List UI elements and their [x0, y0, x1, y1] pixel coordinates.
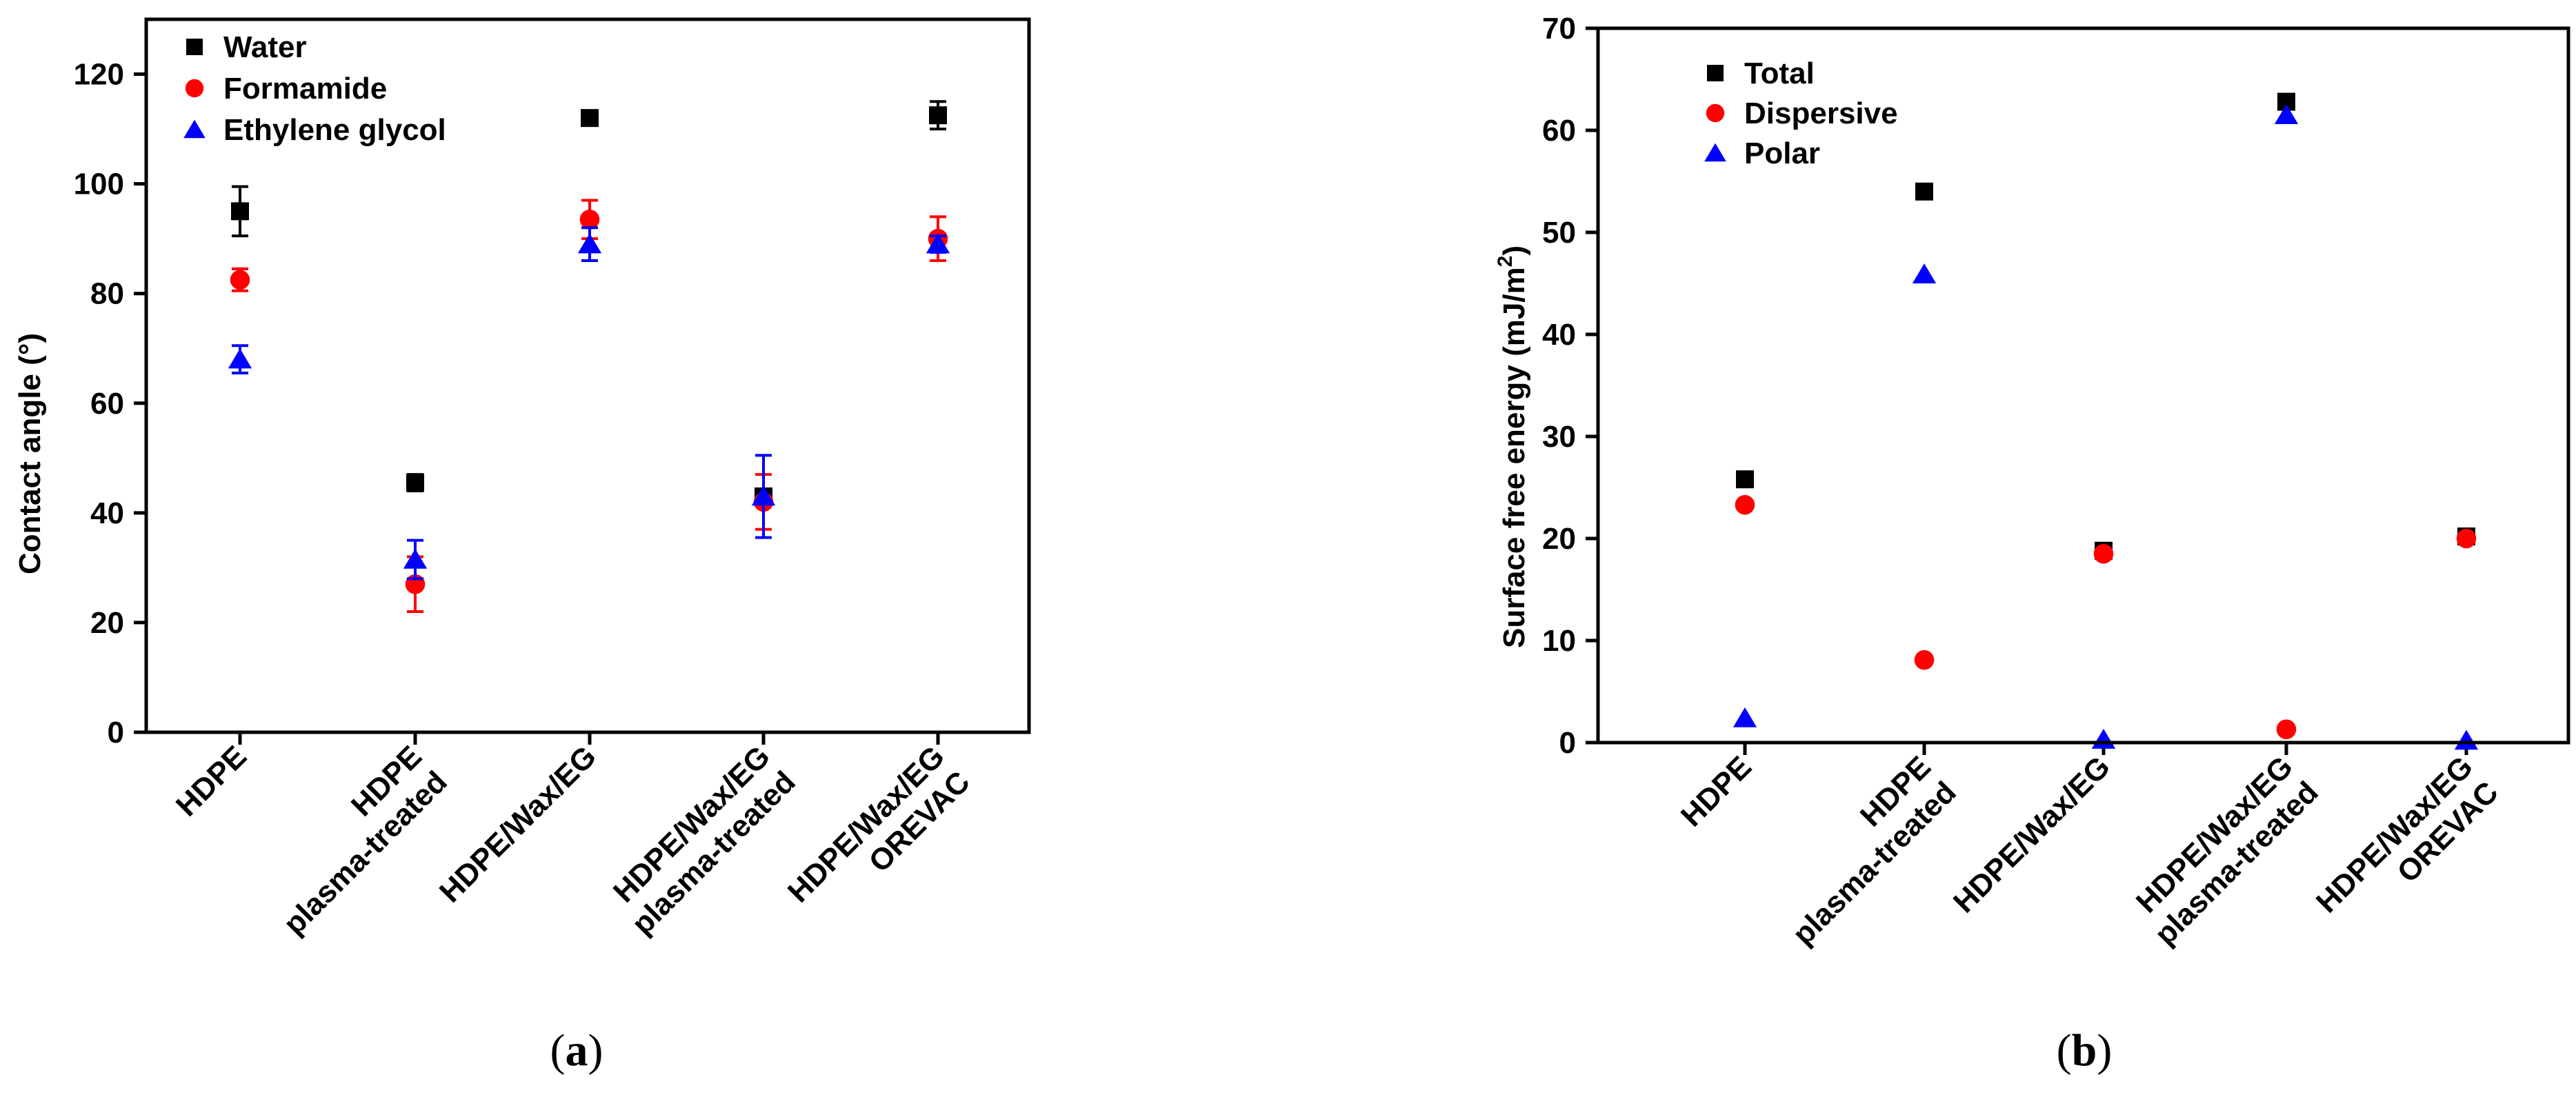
panel-a-point-water [406, 474, 424, 492]
panel-b-point-dispersive [2276, 719, 2297, 740]
panel-b-y-tick-label: 30 [1542, 420, 1576, 454]
panel-b-point-polar [2091, 728, 2116, 749]
panel-a-legend-swatch-ethylene-glycol [183, 119, 206, 139]
panel-a-point-ethylene-glycol [926, 233, 950, 254]
panel-b-y-tick-label: 10 [1542, 624, 1576, 658]
panel-b-label: (b) [2057, 1025, 2113, 1076]
panel-a-point-ethylene-glycol [577, 233, 602, 254]
panel-a-point-water [929, 106, 947, 125]
panel-a-point-water [231, 202, 249, 221]
panel-b-point-polar [2454, 729, 2479, 750]
panel-b-legend-swatch-polar [1704, 143, 1726, 162]
panel-a-point-ethylene-glycol [751, 485, 776, 506]
panel-a-data-marks [228, 100, 950, 614]
panel-b-category-label: HDPE/Wax/EGplasma-treated [2123, 749, 2325, 952]
panel-a-category-label: HDPE/Wax/EG [433, 739, 603, 909]
panel-b-y-tick-label: 20 [1542, 522, 1576, 556]
panel-b-category-label: HDPE/Wax/EGOREVAC [2310, 749, 2505, 945]
panel-b-point-polar [1912, 263, 1937, 283]
panel-b-y-ticks: 0 10 20 30 40 50 60 70 [1542, 12, 1598, 760]
panel-a-point-water [581, 109, 599, 128]
panel-a-point-formamide [579, 210, 600, 230]
panel-b-y-tick-label: 0 [1559, 726, 1576, 760]
panel-a-legend-swatch-formamide [185, 79, 204, 98]
panel-b-point-total [1915, 182, 1933, 201]
panel-b-point-dispersive [1914, 650, 1935, 670]
panel-b-data-marks [1733, 92, 2479, 750]
panel-a-y-tick-label: 40 [90, 496, 124, 530]
panel-a-category-label: HDPE/Wax/EGplasma-treated [600, 739, 802, 941]
panel-b-y-tick-label: 40 [1542, 318, 1576, 352]
panel-a-category-label: HDPEplasma-treated [252, 739, 454, 941]
panel-b-surface-energy-chart: Surface free energy (mJ/m2) 0 10 20 30 40 50 6… [1494, 12, 2570, 1076]
panel-b-y-tick-label: 70 [1542, 12, 1576, 46]
panel-a-legend: Water Formamide Ethylene glycol [183, 30, 446, 147]
panel-b-legend: Total Dispersive Polar [1704, 57, 1898, 170]
panel-a-y-tick-label: 60 [90, 387, 124, 421]
panel-b-point-dispersive [2093, 543, 2114, 564]
panel-a-y-tick-label: 80 [90, 277, 124, 311]
panel-a-y-tick-label: 20 [90, 606, 124, 640]
panel-a-legend-label-formamide: Formamide [223, 72, 387, 105]
panel-b-category-label: HDPE [1675, 749, 1758, 833]
panel-a-y-tick-label: 120 [74, 58, 124, 92]
panel-b-point-dispersive [1735, 494, 1755, 515]
panel-b-legend-swatch-dispersive [1706, 103, 1725, 123]
panel-a-category-label: HDPE [170, 739, 253, 823]
panel-a-plot-frame [144, 17, 1031, 734]
panel-a-point-ethylene-glycol [403, 548, 428, 569]
panel-a-point-formamide [230, 270, 250, 290]
panel-a-y-ticks: 0 20 40 60 80 100 120 [74, 58, 146, 749]
panel-b-category-label: HDPE/Wax/EG [1947, 749, 2117, 919]
panel-b-y-tick-label: 60 [1542, 114, 1576, 148]
panel-b-legend-swatch-total [1707, 65, 1724, 81]
panel-a-label: (a) [550, 1025, 603, 1076]
panel-a-y-axis-title: Contact angle (°) [13, 333, 47, 574]
panel-a-legend-label-water: Water [223, 30, 307, 64]
panel-a-y-tick-label: 100 [74, 168, 124, 201]
panel-b-point-dispersive [2456, 528, 2477, 549]
panel-a-legend-swatch-water [186, 39, 203, 55]
panel-b-point-total [1736, 470, 1754, 489]
panel-b-plot-frame [1596, 26, 2570, 745]
panel-b-point-polar [1733, 707, 1757, 727]
panel-a-category-label: HDPE/Wax/EGOREVAC [781, 739, 977, 934]
panel-b-legend-label-total: Total [1744, 57, 1815, 90]
panel-b-legend-label-dispersive: Dispersive [1744, 97, 1898, 130]
panel-b-legend-label-polar: Polar [1744, 137, 1820, 170]
panel-b-point-polar [2274, 104, 2299, 125]
panel-a-legend-label-ethylene-glycol: Ethylene glycol [223, 113, 446, 147]
panel-a-y-tick-label: 0 [108, 716, 124, 749]
panel-a-point-ethylene-glycol [228, 348, 252, 369]
panel-b-category-label: HDPEplasma-treated [1761, 749, 1963, 952]
panel-b-y-tick-label: 50 [1542, 216, 1576, 250]
panel-b-y-axis-title: Surface free energy (mJ/m2) [1494, 245, 1531, 648]
